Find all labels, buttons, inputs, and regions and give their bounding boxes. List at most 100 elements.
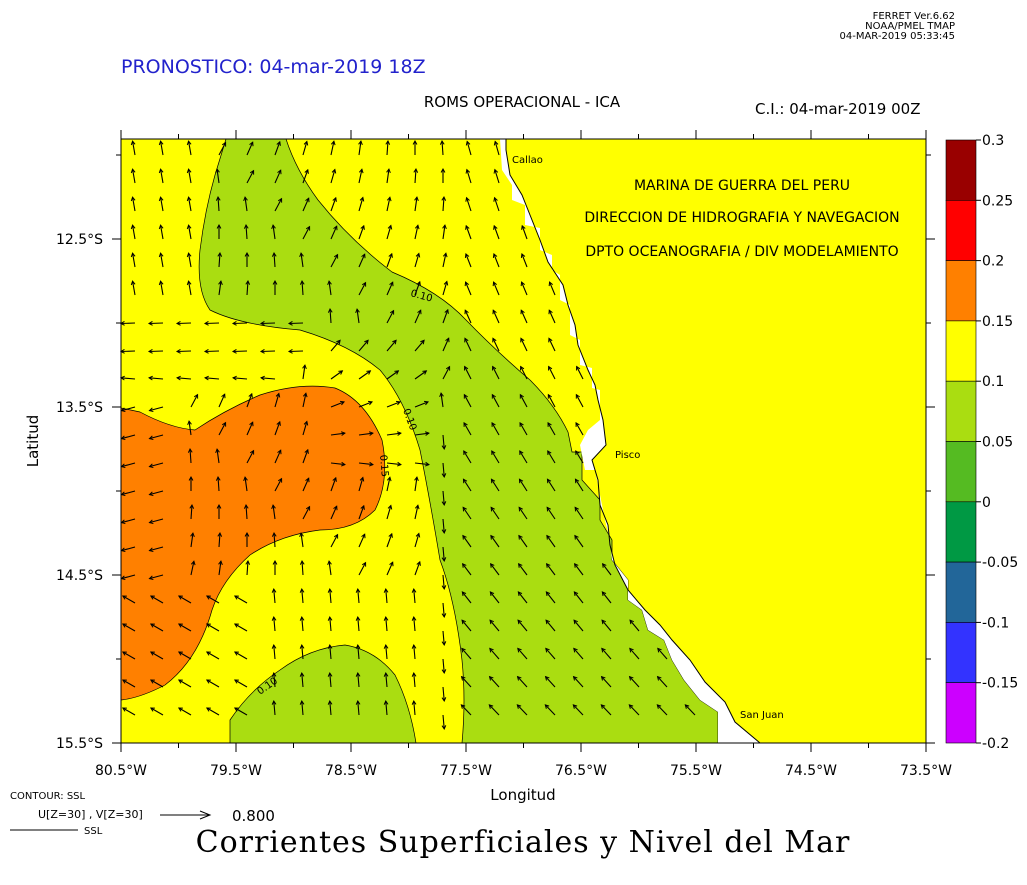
current-arrow <box>301 560 304 576</box>
current-arrow <box>300 253 304 268</box>
current-arrow <box>517 648 528 660</box>
current-arrowhead <box>462 478 468 484</box>
current-arrow <box>358 141 362 156</box>
current-arrowhead <box>216 503 222 509</box>
current-arrow <box>274 169 282 184</box>
current-arrow <box>272 225 276 240</box>
current-arrow <box>121 546 136 552</box>
current-arrow <box>442 630 445 645</box>
current-arrowhead <box>544 704 550 709</box>
current-arrowhead <box>215 448 220 454</box>
current-arrow <box>188 225 192 240</box>
current-arrowhead <box>545 619 550 625</box>
current-arrowhead <box>158 168 164 174</box>
current-arrowhead <box>461 591 467 597</box>
current-arrowhead <box>441 697 447 702</box>
current-arrowhead <box>187 447 193 453</box>
current-arrowhead <box>392 339 397 345</box>
current-arrowhead <box>203 349 209 354</box>
current-arrow <box>302 477 310 492</box>
current-arrowhead <box>657 647 662 653</box>
current-arrow <box>218 281 222 296</box>
colorbar-label: -0.2 <box>982 736 1009 752</box>
coastline <box>505 139 761 744</box>
current-arrow <box>234 679 248 688</box>
current-arrowhead <box>414 224 420 230</box>
current-arrow <box>385 673 388 688</box>
current-arrow <box>358 401 373 408</box>
current-arrowhead <box>445 337 450 343</box>
current-arrow <box>546 478 556 492</box>
current-arrowhead <box>444 308 449 314</box>
current-arrowhead <box>360 504 365 510</box>
current-arrow <box>149 434 164 440</box>
current-arrowhead <box>573 562 579 568</box>
current-arrow <box>414 370 427 380</box>
current-arrowhead <box>492 337 497 343</box>
current-arrowhead <box>420 339 425 345</box>
current-arrowhead <box>186 252 192 258</box>
axis-ticks <box>112 130 935 752</box>
current-arrowhead <box>245 559 251 565</box>
current-arrowhead <box>465 224 470 230</box>
current-arrowhead <box>411 644 417 649</box>
current-arrowhead <box>130 196 136 202</box>
current-arrowhead <box>327 307 333 313</box>
current-arrow <box>121 434 136 440</box>
current-arrow <box>300 533 304 548</box>
current-arrow <box>442 714 445 729</box>
y-tick-label: 12.5°S <box>56 232 103 248</box>
current-arrow <box>466 169 472 184</box>
current-arrowhead <box>492 309 497 315</box>
current-arrowhead <box>490 534 495 540</box>
current-arrow <box>149 462 164 468</box>
current-arrow <box>218 393 226 408</box>
current-arrowhead <box>572 704 578 709</box>
current-arrow <box>301 280 304 296</box>
current-arrow <box>492 338 500 352</box>
current-arrow <box>414 401 429 408</box>
current-arrowhead <box>416 280 421 286</box>
current-arrow <box>358 477 364 492</box>
current-arrow <box>358 253 366 268</box>
current-arrow <box>573 591 584 604</box>
current-arrow <box>245 504 248 520</box>
current-arrow <box>328 281 332 296</box>
current-arrow <box>442 253 447 268</box>
current-arrow <box>386 281 394 296</box>
current-arrowhead <box>249 449 255 455</box>
current-arrow <box>518 507 528 520</box>
current-arrow <box>548 310 556 324</box>
current-arrow <box>519 394 528 408</box>
y-tick-labels: 12.5°S 13.5°S 14.5°S 15.5°S <box>56 232 103 752</box>
current-arrow <box>217 196 220 212</box>
current-arrow <box>385 645 388 660</box>
current-arrow <box>574 563 584 576</box>
current-arrow <box>272 505 276 520</box>
current-arrow <box>234 651 248 660</box>
vector-scale-arrowhead <box>199 810 212 820</box>
current-arrow <box>572 704 584 716</box>
current-arrow <box>520 366 528 380</box>
current-arrow <box>493 225 500 240</box>
current-arrowhead <box>424 431 430 436</box>
current-arrowhead <box>271 616 277 621</box>
current-arrowhead <box>441 473 447 478</box>
current-arrowhead <box>414 476 419 482</box>
current-arrowhead <box>121 679 127 684</box>
current-arrowhead <box>415 252 421 258</box>
colorbar-label: 0.25 <box>982 193 1013 209</box>
current-arrow <box>440 393 444 408</box>
current-arrowhead <box>233 595 239 600</box>
current-arrow <box>234 595 248 604</box>
current-arrow <box>121 377 136 380</box>
current-arrowhead <box>547 450 552 456</box>
current-arrow <box>492 310 500 324</box>
current-arrowhead <box>186 196 192 202</box>
current-arrow <box>358 225 365 240</box>
current-arrowhead <box>396 431 402 436</box>
current-arrowhead <box>576 365 581 371</box>
current-arrowhead <box>412 139 418 145</box>
current-arrowhead <box>416 560 421 566</box>
current-arrow <box>442 490 445 505</box>
